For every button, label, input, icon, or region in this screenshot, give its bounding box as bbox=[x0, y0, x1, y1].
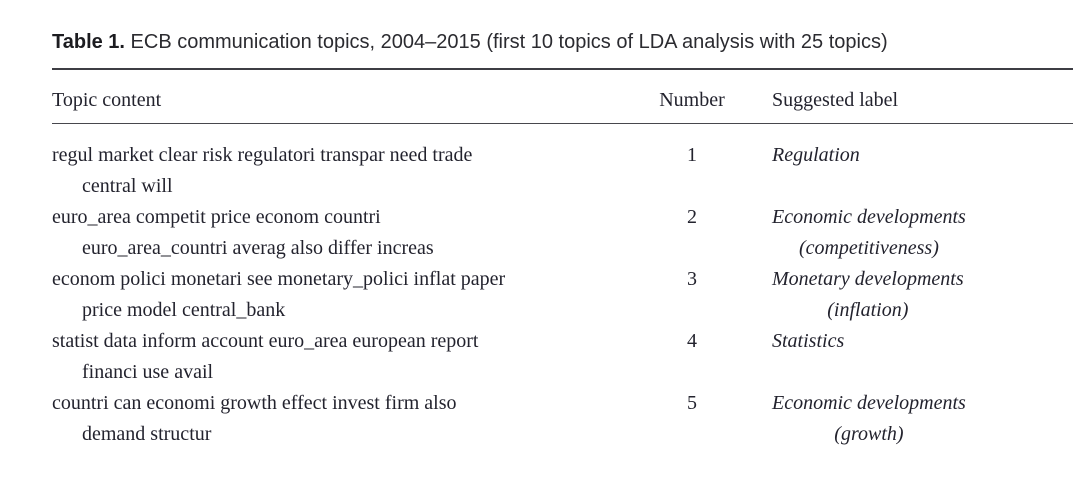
suggested-label-cell: Economic developments (competitiveness) bbox=[772, 202, 1073, 264]
topic-line-2: central will bbox=[82, 175, 173, 197]
label-line-2: (competitiveness) bbox=[798, 237, 939, 259]
suggested-label: Economic developments (growth) bbox=[772, 388, 966, 450]
suggested-label: Monetary developments (inflation) bbox=[772, 264, 964, 326]
table-header-rule bbox=[52, 123, 1073, 124]
label-line-1: Regulation bbox=[772, 144, 860, 166]
topic-content-cell: countri can economi growth effect invest… bbox=[52, 388, 612, 450]
table-caption-text: ECB communication topics, 2004–2015 (fir… bbox=[125, 31, 888, 53]
topic-line-2: financi use avail bbox=[82, 361, 214, 383]
table-caption-number: Table 1. bbox=[52, 31, 125, 53]
suggested-label-cell: Monetary developments (inflation) bbox=[772, 264, 1073, 326]
topic-number: 5 bbox=[687, 392, 697, 414]
table-row: econom polici monetari see monetary_poli… bbox=[52, 264, 1073, 326]
table-row: euro_area competit price econom countri … bbox=[52, 202, 1073, 264]
label-line-1: Monetary developments bbox=[772, 268, 964, 290]
suggested-label-cell: Statistics bbox=[772, 326, 1073, 388]
topic-line-2: price model central_bank bbox=[82, 299, 286, 321]
table-caption: Table 1. ECB communication topics, 2004–… bbox=[52, 30, 1073, 54]
table-top-rule bbox=[52, 68, 1073, 70]
suggested-label: Regulation bbox=[772, 140, 860, 171]
topic-number: 2 bbox=[687, 206, 697, 228]
topic-content-cell: euro_area competit price econom countri … bbox=[52, 202, 612, 264]
topic-number: 4 bbox=[687, 330, 697, 352]
table-body: regul market clear risk regulatori trans… bbox=[52, 124, 1073, 450]
column-header-suggested-label: Suggested label bbox=[772, 89, 899, 111]
topic-content-cell: econom polici monetari see monetary_poli… bbox=[52, 264, 612, 326]
column-header-topic-content: Topic content bbox=[52, 89, 162, 111]
label-line-1: Economic developments bbox=[772, 392, 966, 414]
topic-content-cell: regul market clear risk regulatori trans… bbox=[52, 140, 612, 202]
topic-number: 1 bbox=[687, 144, 697, 166]
table-row: countri can economi growth effect invest… bbox=[52, 388, 1073, 450]
topic-line-1: countri can economi growth effect invest… bbox=[52, 392, 457, 414]
suggested-label: Statistics bbox=[772, 326, 844, 357]
suggested-label-cell: Economic developments (growth) bbox=[772, 388, 1073, 450]
label-line-2: (inflation) bbox=[827, 299, 909, 321]
table-header-row: Topic content Number Suggested label bbox=[52, 70, 1073, 123]
topic-line-2: demand structur bbox=[82, 423, 212, 445]
label-line-1: Statistics bbox=[772, 330, 845, 352]
table-row: regul market clear risk regulatori trans… bbox=[52, 140, 1073, 202]
label-line-2: (growth) bbox=[834, 423, 904, 445]
table-row: statist data inform account euro_area eu… bbox=[52, 326, 1073, 388]
topic-line-1: euro_area competit price econom countri bbox=[52, 206, 381, 228]
topic-line-1: regul market clear risk regulatori trans… bbox=[52, 144, 473, 166]
suggested-label-cell: Regulation bbox=[772, 140, 1073, 202]
topic-line-2: euro_area_countri averag also differ inc… bbox=[82, 237, 434, 259]
topic-line-1: statist data inform account euro_area eu… bbox=[52, 330, 479, 352]
topic-number: 3 bbox=[687, 268, 697, 290]
label-line-1: Economic developments bbox=[772, 206, 966, 228]
topic-content-cell: statist data inform account euro_area eu… bbox=[52, 326, 612, 388]
table-container: Table 1. ECB communication topics, 2004–… bbox=[52, 30, 1073, 450]
suggested-label: Economic developments (competitiveness) bbox=[772, 202, 966, 264]
column-header-number: Number bbox=[659, 89, 725, 111]
topic-line-1: econom polici monetari see monetary_poli… bbox=[52, 268, 506, 290]
